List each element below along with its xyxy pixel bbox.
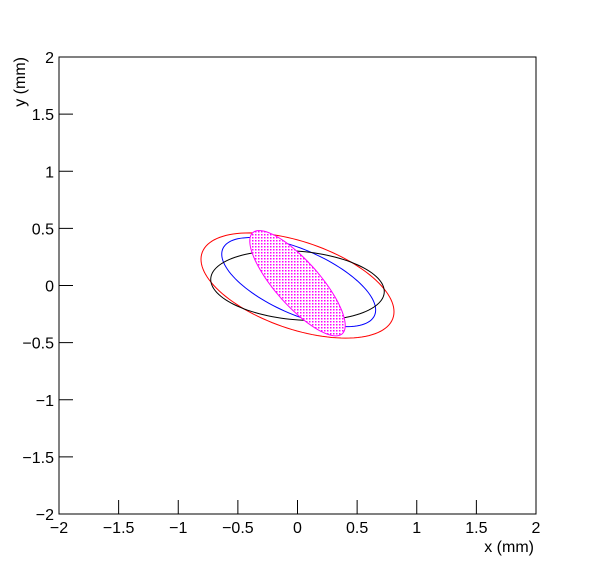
x-tick-label: 1 <box>412 520 421 537</box>
y-tick-label: −1 <box>36 393 54 410</box>
y-tick-label: 1 <box>45 164 54 181</box>
y-tick-label: 0 <box>45 279 54 296</box>
x-tick-label: −1 <box>169 520 187 537</box>
x-tick-label: −2 <box>50 520 68 537</box>
x-tick-label: 1.5 <box>465 520 487 537</box>
x-tick-label: 2 <box>532 520 541 537</box>
ellipse <box>200 232 395 339</box>
ellipse <box>249 230 346 337</box>
x-tick-label: −0.5 <box>222 520 254 537</box>
y-tick-label: 0.5 <box>32 221 54 238</box>
y-axis-label: y (mm) <box>12 57 29 107</box>
y-tick-label: −1.5 <box>22 450 54 467</box>
y-tick-label: 1.5 <box>32 107 54 124</box>
x-axis-label: x (mm) <box>484 539 534 556</box>
y-tick-label: −0.5 <box>22 336 54 353</box>
x-tick-label: −1.5 <box>103 520 135 537</box>
y-tick-label: 2 <box>45 50 54 67</box>
x-tick-label: 0.5 <box>346 520 368 537</box>
y-tick-label: −2 <box>36 507 54 524</box>
x-tick-label: 0 <box>293 520 302 537</box>
